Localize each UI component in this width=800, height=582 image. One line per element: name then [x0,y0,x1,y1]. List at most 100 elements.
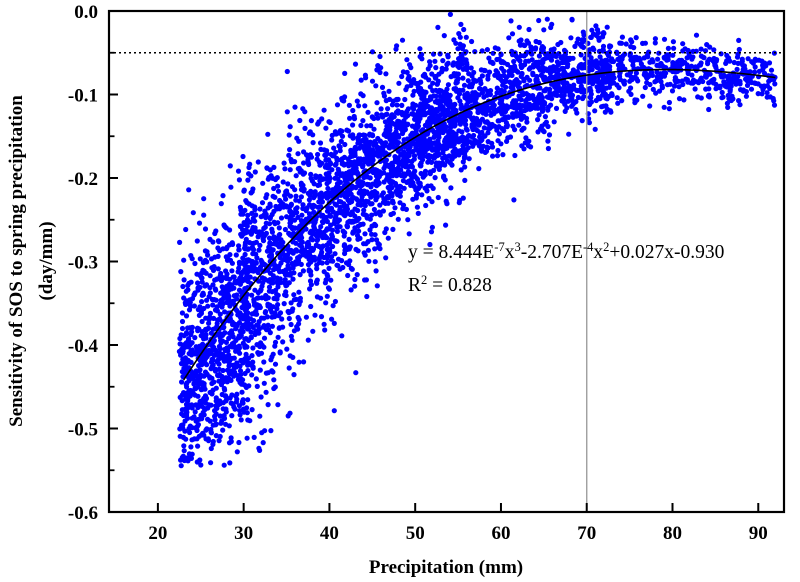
scatter-point [201,305,207,312]
scatter-point [487,88,494,94]
scatter-point [428,229,435,235]
scatter-point [614,95,620,101]
scatter-point [623,41,629,47]
scatter-point [263,277,269,283]
scatter-point [287,256,293,262]
scatter-point [541,129,547,135]
scatter-point [250,359,256,365]
scatter-point [177,335,183,342]
scatter-point [247,240,253,246]
scatter-point [292,261,298,267]
scatter-point [454,78,460,84]
scatter-point [350,107,356,114]
scatter-point [321,147,327,153]
scatter-point [383,140,389,146]
scatter-point [661,104,667,110]
scatter-point [679,78,685,84]
scatter-point [213,287,219,293]
scatter-point [314,156,320,162]
scatter-point [288,300,294,306]
scatter-point [457,117,463,123]
scatter-point [326,178,332,185]
scatter-point [462,177,468,183]
scatter-point [432,140,438,146]
scatter-point [310,328,316,334]
scatter-point [227,163,233,169]
scatter-point [191,414,197,420]
scatter-point [272,194,278,200]
scatter-point [559,54,566,60]
scatter-point [405,217,411,223]
scatter-point-outlier [268,428,274,434]
scatter-point [564,105,570,111]
scatter-point [226,294,232,300]
scatter-point [275,334,281,340]
scatter-point [281,160,287,166]
scatter-point [771,102,778,108]
scatter-point [590,45,596,51]
scatter-point [192,409,198,415]
scatter-point [265,370,271,376]
scatter-point [344,188,350,195]
scatter-point [256,330,262,336]
scatter-point-outlier [272,384,278,390]
scatter-point [240,255,246,261]
equation-exponent-3: -4 [583,240,594,254]
scatter-point [355,207,361,214]
scatter-point [240,357,246,363]
scatter-point [431,167,437,173]
scatter-point [306,268,312,274]
scatter-point-outlier [272,361,279,367]
scatter-point [530,93,536,99]
scatter-point [494,90,500,96]
scatter-point [649,57,655,63]
scatter-point [474,128,480,134]
scatter-point [238,271,244,278]
scatter-point [278,237,284,243]
scatter-point [181,257,187,263]
scatter-point [306,211,313,217]
scatter-point [447,11,453,17]
scatter-point [336,169,342,175]
scatter-point [364,215,370,221]
scatter-point [250,247,257,253]
scatter-point [259,283,265,289]
scatter-point [226,287,232,293]
scatter-point [736,37,742,44]
scatter-point [547,75,553,81]
scatter-point [276,313,282,319]
scatter-point [388,137,394,143]
r2-exponent: 2 [421,273,427,287]
scatter-point [298,182,305,188]
scatter-point [657,61,664,67]
scatter-point [361,188,367,194]
scatter-point [199,299,205,305]
scatter-point [293,240,299,246]
scatter-point [207,418,213,424]
scatter-point [305,337,311,343]
scatter-point [207,314,213,320]
scatter-point [684,55,690,61]
scatter-point [390,226,396,232]
scatter-point [413,102,419,108]
scatter-point [257,206,263,212]
scatter-point [276,325,282,331]
scatter-point [332,201,338,207]
scatter-point [406,231,412,237]
scatter-point [536,112,542,118]
scatter-point [308,171,314,177]
scatter-point [270,280,276,286]
scatter-point [369,212,375,218]
scatter-point [213,385,219,391]
scatter-point [534,77,540,83]
scatter-point [717,85,723,91]
scatter-point [267,302,273,308]
scatter-point [521,78,527,84]
scatter-point [545,138,551,144]
scatter-point [354,98,360,104]
y-tick-label: -0.4 [68,336,99,357]
scatter-point [210,239,216,245]
scatter-point [672,75,679,81]
scatter-point [569,17,575,23]
scatter-point [646,73,652,80]
